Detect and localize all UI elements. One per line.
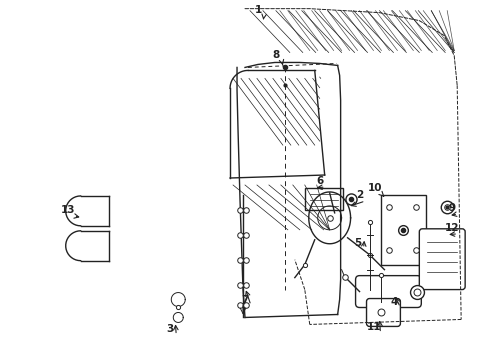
- Text: 6: 6: [316, 176, 323, 186]
- Text: 10: 10: [368, 183, 383, 193]
- Text: 8: 8: [272, 50, 279, 60]
- Text: 2: 2: [356, 190, 363, 200]
- Text: 11: 11: [367, 323, 382, 332]
- Text: 3: 3: [167, 324, 174, 334]
- FancyBboxPatch shape: [367, 298, 400, 327]
- Bar: [305, 188, 343, 210]
- Bar: [382, 195, 426, 265]
- Text: 9: 9: [449, 203, 456, 213]
- Text: 13: 13: [60, 205, 75, 215]
- FancyBboxPatch shape: [419, 229, 465, 289]
- Text: 7: 7: [241, 294, 249, 305]
- Text: 1: 1: [254, 5, 262, 15]
- Text: 12: 12: [445, 223, 460, 233]
- FancyBboxPatch shape: [356, 276, 421, 307]
- Text: 4: 4: [391, 297, 398, 306]
- Text: 5: 5: [354, 238, 361, 248]
